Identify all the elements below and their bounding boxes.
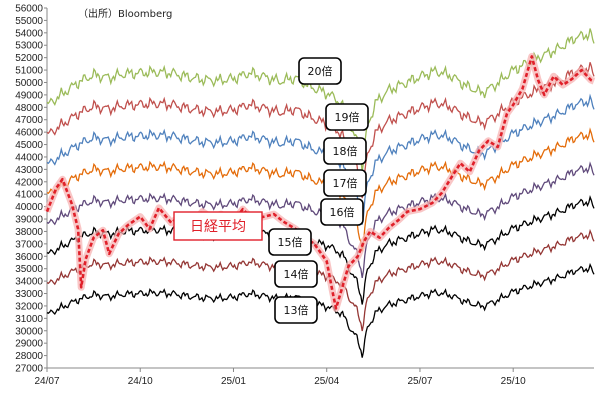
band-label-box [274, 296, 318, 324]
x-tick-label: 25/07 [407, 376, 432, 387]
band-label-box [320, 198, 364, 226]
y-tick-label: 39000 [15, 215, 43, 226]
y-tick-label: 49000 [15, 90, 43, 101]
band-label-box [298, 57, 342, 85]
x-axis: 24/07 24/10 25/01 25/04 25/07 25/10 [34, 367, 594, 387]
band-line-13 [46, 262, 595, 358]
x-tick-label: 25/01 [221, 376, 246, 387]
y-tick-label: 35000 [15, 264, 43, 275]
y-tick-label: 34000 [15, 277, 43, 288]
nikkei-glow [43, 52, 596, 312]
y-tick-label: 47000 [15, 115, 43, 126]
y-tick-label: 27000 [15, 364, 43, 375]
x-tick-label: 24/07 [34, 376, 59, 387]
y-tick-label: 54000 [15, 28, 43, 39]
band-label: 19倍 [335, 110, 360, 124]
y-tick-label: 36000 [15, 252, 43, 263]
band-label: 17倍 [333, 176, 358, 190]
x-tick-label: 24/10 [128, 376, 153, 387]
y-tick-label: 30000 [15, 326, 43, 337]
y-tick-label: 40000 [15, 202, 43, 213]
band-labels: 20倍 19倍 18倍 17倍 16倍 15倍 14倍 13倍 日経平均 [173, 57, 369, 324]
nikkei-label-box [173, 211, 263, 241]
y-tick-label: 44000 [15, 152, 43, 163]
y-tick-label: 48000 [15, 103, 43, 114]
band-label: 18倍 [333, 144, 358, 158]
band-line-14 [46, 228, 595, 332]
x-tick-label: 25/04 [314, 376, 339, 387]
y-tick-label: 28000 [15, 351, 43, 362]
y-tick-label: 29000 [15, 339, 43, 350]
band-label: 20倍 [308, 64, 333, 78]
y-tick-label: 41000 [15, 190, 43, 201]
band-label: 14倍 [284, 267, 309, 281]
y-tick-label: 43000 [15, 165, 43, 176]
band-label: 16倍 [330, 205, 355, 219]
y-tick-label: 45000 [15, 140, 43, 151]
y-tick-label: 46000 [15, 128, 43, 139]
y-tick-label: 55000 [15, 16, 43, 27]
band-line-19 [46, 62, 595, 199]
band-line-15 [46, 195, 595, 305]
y-tick-label: 38000 [15, 227, 43, 238]
x-tick-label: 25/10 [501, 376, 526, 387]
band-label-box [323, 137, 367, 165]
band-label: 13倍 [284, 303, 309, 317]
y-tick-label: 50000 [15, 78, 43, 89]
band-label: 15倍 [278, 235, 303, 249]
band-label-box [323, 169, 367, 197]
y-tick-label: 53000 [15, 41, 43, 52]
y-tick-label: 31000 [15, 314, 43, 325]
band-line-17 [46, 127, 595, 252]
y-tick-label: 32000 [15, 301, 43, 312]
nikkei-label: 日経平均 [190, 219, 246, 235]
y-tick-label: 37000 [15, 239, 43, 250]
nikkei-series [43, 52, 596, 312]
y-tick-label: 51000 [15, 66, 43, 77]
band-label-box [325, 103, 369, 131]
y-tick-label: 52000 [15, 53, 43, 64]
band-label-box [274, 260, 318, 288]
y-tick-label: 42000 [15, 177, 43, 188]
source-label: （出所）Bloomberg [78, 7, 172, 20]
nikkei-line [45, 55, 595, 310]
y-tick-label: 33000 [15, 289, 43, 300]
band-line-20 [46, 28, 595, 172]
band-label-box [268, 228, 312, 256]
y-tick-label: 56000 [15, 4, 43, 15]
